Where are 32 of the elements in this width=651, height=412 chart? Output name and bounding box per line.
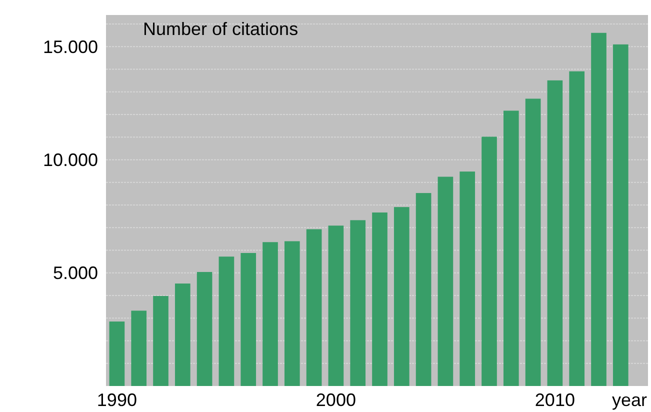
- chart-title: Number of citations: [143, 19, 298, 39]
- bar: [218, 256, 234, 386]
- y-tick-label: 5.000: [52, 263, 98, 284]
- bar: [328, 226, 344, 386]
- bar: [416, 193, 432, 386]
- bar: [306, 229, 322, 386]
- x-tick-label: 1990: [96, 390, 137, 410]
- x-tick-label: 2000: [316, 390, 356, 410]
- bar: [460, 172, 476, 386]
- bar: [262, 242, 278, 386]
- bar: [153, 296, 168, 386]
- x-tick-label: 2010: [534, 390, 575, 410]
- bar: [131, 310, 147, 386]
- bar: [372, 212, 388, 386]
- bar: [503, 110, 519, 386]
- bar: [612, 44, 628, 386]
- bar: [525, 98, 541, 386]
- bar: [109, 322, 125, 386]
- bar: [569, 71, 585, 386]
- bar: [174, 284, 190, 386]
- bar: [547, 80, 563, 386]
- bar: [350, 220, 366, 386]
- bar: [284, 241, 300, 386]
- y-tick-label: 10.000: [42, 150, 98, 170]
- bar: [394, 207, 410, 386]
- bar: [482, 136, 497, 386]
- bar: [591, 32, 606, 386]
- x-axis-title: year: [612, 390, 648, 410]
- bar: [438, 176, 454, 386]
- y-tick-label: 15.000: [42, 36, 98, 57]
- bar: [196, 272, 212, 386]
- bar: [240, 252, 256, 386]
